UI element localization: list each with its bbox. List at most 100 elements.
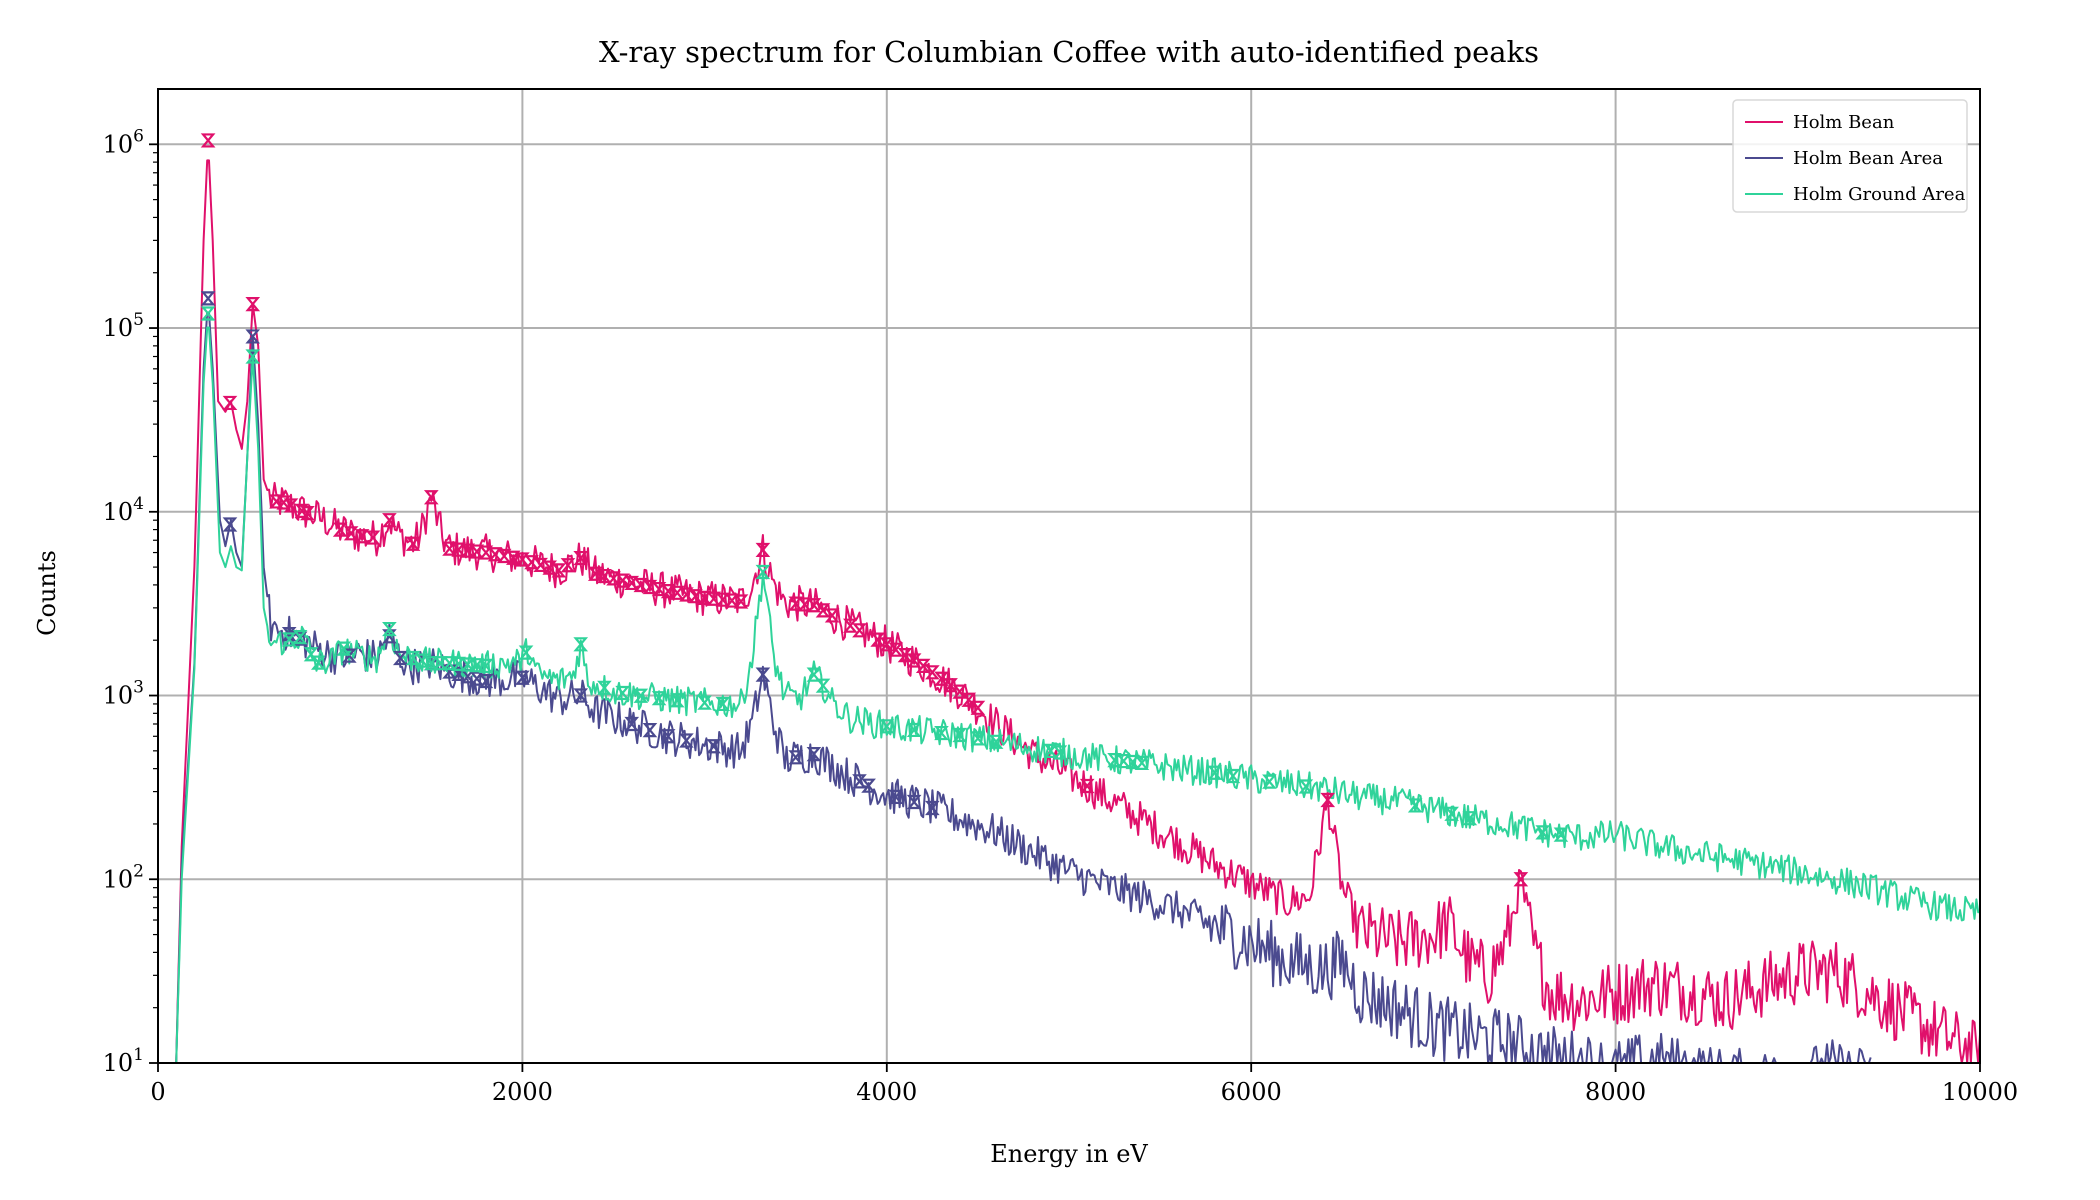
peak-marker <box>1125 754 1141 770</box>
peak-marker <box>460 657 476 672</box>
y-tick-label: 104 <box>103 494 144 526</box>
chart-title: X-ray spectrum for Columbian Coffee with… <box>599 35 1539 69</box>
peak-marker <box>797 597 813 612</box>
peak-marker <box>478 673 494 689</box>
peak-marker <box>354 529 370 544</box>
peak-marker <box>551 563 567 578</box>
legend: Holm Bean Holm Bean Area Holm Ground Area <box>1732 99 1968 213</box>
x-tick-label: 6000 <box>1221 1078 1282 1106</box>
peak-marker <box>952 684 968 699</box>
x-axis-label: Energy in eV <box>990 1140 1148 1168</box>
peak-marker <box>861 778 876 793</box>
peak-marker <box>624 575 640 591</box>
peak-marker <box>496 548 512 564</box>
peak-marker <box>597 568 612 584</box>
series-lines <box>175 159 1981 1064</box>
peak-marker <box>405 650 421 666</box>
peak-marker <box>392 650 408 666</box>
peak-marker <box>1535 825 1551 840</box>
peak-marker <box>679 733 694 748</box>
peak-marker <box>423 656 439 671</box>
peak-marker <box>1553 827 1569 842</box>
axes: 0 2000 4000 6000 8000 10000 101 102 103 104 105 106 <box>103 126 2019 1106</box>
peak-marker <box>633 577 649 593</box>
peak-marker <box>515 552 530 567</box>
peak-marker <box>906 794 922 810</box>
peak-marker <box>1298 779 1314 794</box>
peak-marker <box>310 655 326 670</box>
y-axis-label: Counts <box>33 550 61 636</box>
peak-marker <box>706 591 722 606</box>
peak-marker <box>469 658 485 673</box>
peak-marker <box>952 727 968 743</box>
peak-marker <box>276 495 292 510</box>
peak-marker <box>382 513 397 528</box>
peak-marker <box>843 618 858 633</box>
peak-marker <box>970 700 986 715</box>
legend-label: Holm Bean Area <box>1793 148 1943 169</box>
peak-marker <box>533 557 548 573</box>
peak-marker <box>669 693 685 708</box>
grid-lines <box>158 89 1980 1063</box>
peak-marker <box>423 490 439 505</box>
peak-marker <box>200 133 216 148</box>
peak-marker <box>382 621 397 637</box>
peak-marker <box>633 688 649 703</box>
peak-marker <box>879 719 895 734</box>
peak-marker <box>970 731 986 746</box>
peak-marker <box>245 297 261 312</box>
peak-marker <box>587 566 603 581</box>
peak-marker <box>451 656 466 671</box>
peak-marker <box>870 632 886 647</box>
peak-marker <box>469 671 485 686</box>
peak-marker <box>518 645 534 660</box>
peak-marker <box>1207 765 1223 780</box>
peak-marker <box>1444 806 1459 821</box>
peak-marker <box>615 573 630 588</box>
x-tick-label: 4000 <box>856 1078 917 1106</box>
peak-marker <box>934 725 949 741</box>
peak-marker <box>906 722 922 738</box>
peak-marker <box>806 598 822 613</box>
peak-marker <box>1225 768 1241 784</box>
peak-marker <box>806 667 822 682</box>
peak-marker <box>688 589 703 604</box>
peak-markers <box>200 133 1569 887</box>
x-tick-label: 2000 <box>492 1078 553 1106</box>
peak-marker <box>451 666 466 682</box>
peak-marker <box>281 632 297 647</box>
peak-marker <box>888 789 904 804</box>
peak-marker <box>1134 755 1150 770</box>
peak-marker <box>943 678 958 693</box>
peak-marker <box>715 696 731 712</box>
peak-marker <box>651 691 667 706</box>
peak-marker <box>478 658 494 673</box>
peak-marker <box>755 564 771 580</box>
peak-marker <box>679 587 694 602</box>
peak-marker <box>597 680 612 695</box>
peak-marker <box>660 584 676 599</box>
peak-marker <box>615 685 630 701</box>
legend-label: Holm Ground Area <box>1793 184 1966 205</box>
peak-marker <box>906 653 922 668</box>
y-tick-label: 102 <box>103 861 144 893</box>
peak-marker <box>487 547 503 562</box>
peak-marker <box>815 603 831 618</box>
peak-marker <box>1107 753 1122 768</box>
peak-marker <box>442 656 457 671</box>
y-tick-label: 105 <box>103 310 144 342</box>
peak-marker <box>669 585 685 600</box>
peak-marker <box>1262 774 1277 789</box>
y-tick-label: 103 <box>103 678 144 710</box>
peak-marker <box>560 558 576 573</box>
peak-marker <box>1407 798 1423 813</box>
peak-marker <box>888 642 904 657</box>
peak-marker <box>706 739 722 754</box>
peak-marker <box>642 579 658 595</box>
peak-marker <box>524 555 539 570</box>
peak-marker <box>852 774 867 789</box>
peak-marker <box>1116 753 1132 769</box>
series-line <box>175 311 1872 1064</box>
peak-marker <box>642 723 658 738</box>
